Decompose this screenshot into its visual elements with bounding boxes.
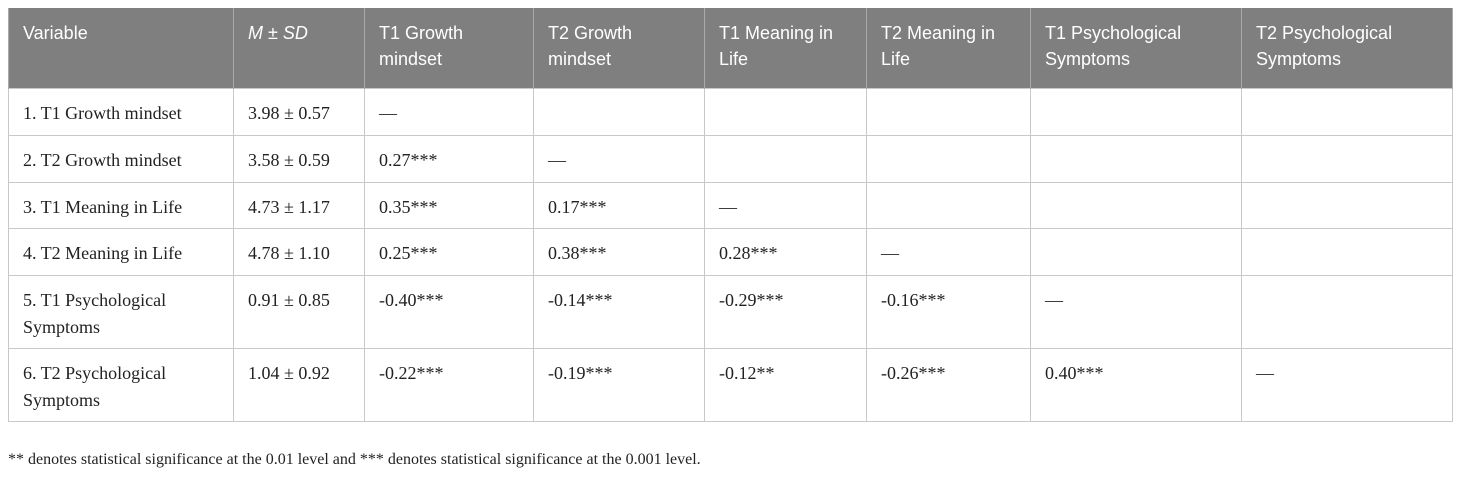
- row-variable: 2. T2 Growth mindset: [8, 134, 234, 183]
- table-cell: 0.28***: [704, 227, 867, 276]
- header-t2-psychological-symptoms: T2 Psychological Symptoms: [1241, 8, 1453, 88]
- table-cell: [1030, 134, 1242, 183]
- header-t2-meaning-in-life: T2 Meaning in Life: [866, 8, 1031, 88]
- table-cell: [1241, 134, 1453, 183]
- table-cell: 0.40***: [1030, 347, 1242, 422]
- table-cell: -0.22***: [364, 347, 534, 422]
- header-t2-growth-mindset: T2 Growth mindset: [533, 8, 705, 88]
- row-mean-sd: 3.58 ± 0.59: [233, 134, 365, 183]
- table-cell: -0.12**: [704, 347, 867, 422]
- row-variable: 3. T1 Meaning in Life: [8, 181, 234, 229]
- table-cell: [866, 87, 1031, 136]
- table-cell: —: [533, 134, 705, 183]
- header-row: Variable M ± SD T1 Growth mindset T2 Gro…: [8, 8, 1453, 88]
- table-cell: —: [1241, 347, 1453, 422]
- table-cell: -0.40***: [364, 274, 534, 349]
- table-cell: -0.14***: [533, 274, 705, 349]
- table-cell: —: [364, 87, 534, 136]
- table-row: 2. T2 Growth mindset 3.58 ± 0.59 0.27***…: [8, 134, 1453, 183]
- table-cell: [1030, 227, 1242, 276]
- table-cell: 0.35***: [364, 181, 534, 229]
- table-row: 5. T1 Psychological Symptoms 0.91 ± 0.85…: [8, 274, 1453, 349]
- row-mean-sd: 4.73 ± 1.17: [233, 181, 365, 229]
- row-variable: 6. T2 Psychological Symptoms: [8, 347, 234, 422]
- row-variable: 1. T1 Growth mindset: [8, 87, 234, 136]
- table-cell: [704, 87, 867, 136]
- table-cell: 0.25***: [364, 227, 534, 276]
- table-row: 3. T1 Meaning in Life 4.73 ± 1.17 0.35**…: [8, 181, 1453, 229]
- table-cell: —: [1030, 274, 1242, 349]
- table-row: 1. T1 Growth mindset 3.98 ± 0.57 —: [8, 87, 1453, 136]
- table-cell: -0.29***: [704, 274, 867, 349]
- correlation-table: Variable M ± SD T1 Growth mindset T2 Gro…: [8, 8, 1453, 422]
- table-cell: —: [866, 227, 1031, 276]
- row-variable: 4. T2 Meaning in Life: [8, 227, 234, 276]
- table-row: 4. T2 Meaning in Life 4.78 ± 1.10 0.25**…: [8, 227, 1453, 276]
- table-cell: [1241, 181, 1453, 229]
- table-cell: [866, 134, 1031, 183]
- table-cell: [533, 87, 705, 136]
- header-t1-meaning-in-life: T1 Meaning in Life: [704, 8, 867, 88]
- correlation-table-container: Variable M ± SD T1 Growth mindset T2 Gro…: [8, 8, 1453, 422]
- table-row: 6. T2 Psychological Symptoms 1.04 ± 0.92…: [8, 347, 1453, 422]
- row-mean-sd: 4.78 ± 1.10: [233, 227, 365, 276]
- table-cell: -0.26***: [866, 347, 1031, 422]
- table-cell: -0.19***: [533, 347, 705, 422]
- table-cell: [1241, 87, 1453, 136]
- table-cell: [1241, 227, 1453, 276]
- table-cell: 0.27***: [364, 134, 534, 183]
- table-cell: —: [704, 181, 867, 229]
- table-cell: 0.38***: [533, 227, 705, 276]
- table-cell: [866, 181, 1031, 229]
- table-cell: [1030, 87, 1242, 136]
- row-mean-sd: 0.91 ± 0.85: [233, 274, 365, 349]
- table-cell: [1030, 181, 1242, 229]
- header-variable: Variable: [8, 8, 234, 88]
- row-variable: 5. T1 Psychological Symptoms: [8, 274, 234, 349]
- header-mean-sd: M ± SD: [233, 8, 365, 88]
- table-footnote: ** denotes statistical significance at t…: [8, 451, 701, 468]
- header-t1-growth-mindset: T1 Growth mindset: [364, 8, 534, 88]
- row-mean-sd: 1.04 ± 0.92: [233, 347, 365, 422]
- table-cell: [1241, 274, 1453, 349]
- row-mean-sd: 3.98 ± 0.57: [233, 87, 365, 136]
- table-cell: 0.17***: [533, 181, 705, 229]
- table-cell: [704, 134, 867, 183]
- header-t1-psychological-symptoms: T1 Psychological Symptoms: [1030, 8, 1242, 88]
- table-cell: -0.16***: [866, 274, 1031, 349]
